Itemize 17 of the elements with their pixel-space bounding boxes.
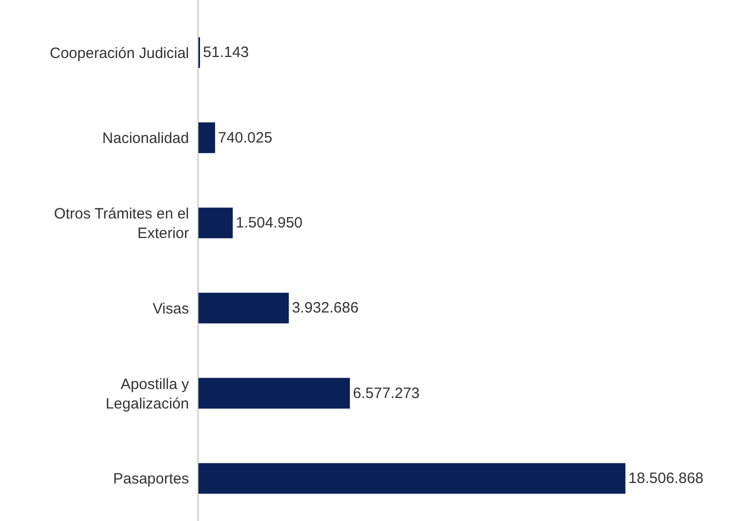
bar [198, 292, 289, 324]
data-label: 51.143 [203, 44, 249, 62]
y-tick-label: Otros Trámites en el Exterior [54, 205, 189, 242]
data-label: 740.025 [218, 129, 272, 146]
y-tick-label: Nacionalidad [102, 130, 189, 147]
y-tick-label: Pasaportes [113, 470, 189, 488]
y-tick-label: Visas [152, 300, 189, 318]
y-tick-label: Cooperación Judicial [50, 44, 189, 62]
bar [198, 463, 626, 494]
data-label: 6.577.273 [352, 384, 420, 402]
bar [198, 122, 216, 154]
bar [198, 208, 233, 238]
data-label: 3.932.686 [292, 300, 359, 317]
y-tick-label: Apostilla y Legalización [106, 376, 190, 412]
bar [198, 378, 350, 409]
data-label: 1.504.950 [236, 214, 302, 232]
data-label: 18.506.868 [628, 470, 704, 487]
